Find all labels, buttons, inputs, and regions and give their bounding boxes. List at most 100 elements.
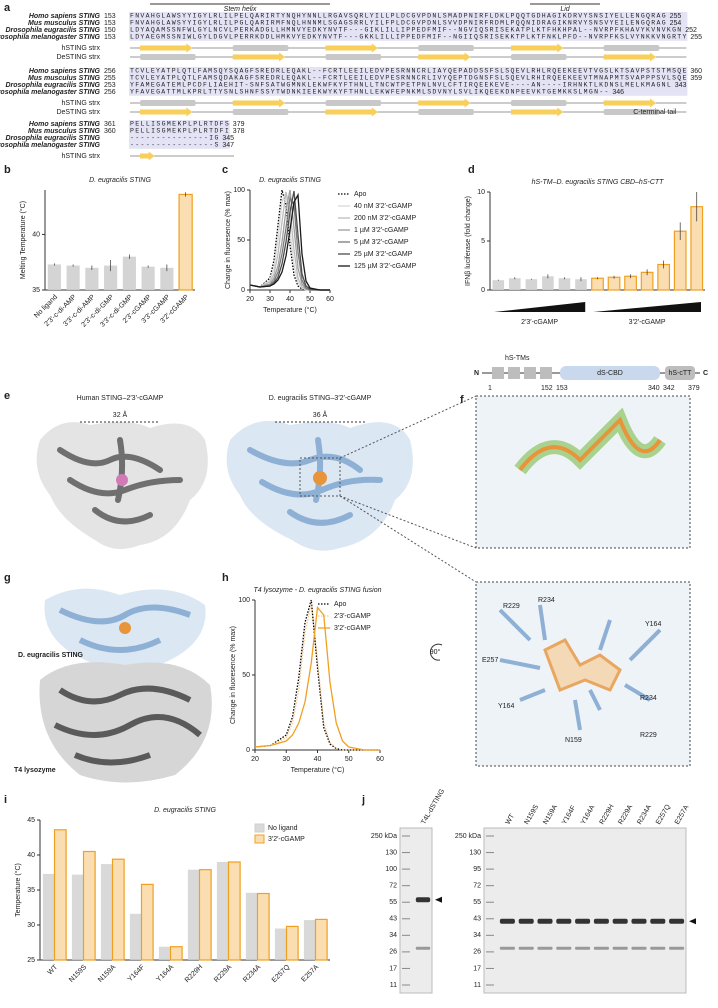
bar xyxy=(178,193,193,291)
x-tick-label: 50 xyxy=(306,296,314,303)
position: 342 xyxy=(663,385,675,392)
legend-label: 2′3′-cGAMP xyxy=(334,613,371,620)
x-axis-label: Temperature (°C) xyxy=(263,306,317,314)
protein-band xyxy=(669,918,685,924)
lane-label: R229A xyxy=(617,804,634,826)
lane-label: Y164F xyxy=(561,805,577,826)
bar xyxy=(187,869,200,960)
helix xyxy=(325,54,382,60)
protein-band xyxy=(499,918,515,924)
alignment-shade xyxy=(129,120,230,149)
seq-start: 256 xyxy=(104,89,116,96)
helix xyxy=(603,109,660,115)
legend-label: 3′2′-cGAMP xyxy=(334,625,371,632)
bar xyxy=(169,946,183,961)
series-line xyxy=(254,605,380,751)
marker-label: 34 xyxy=(473,932,481,939)
zoom-line xyxy=(339,395,477,459)
helix xyxy=(140,54,196,60)
bar xyxy=(47,264,61,290)
protein-band xyxy=(518,918,534,924)
residue: N159 xyxy=(565,737,582,744)
sequence: PELLISGMEKPLPLRTDFI xyxy=(130,128,229,135)
protein-band xyxy=(556,918,572,924)
human-structure xyxy=(36,422,208,549)
alignment-shade xyxy=(129,67,688,96)
species-name: Mus musculus STING xyxy=(28,20,101,27)
sequence: TCVLEYATPLQTLFAMSQDAKAGFSREDRLEQAKL--FCR… xyxy=(130,75,686,82)
seq-end: 346 xyxy=(612,89,624,96)
lane-label: R234A xyxy=(636,804,653,826)
gel xyxy=(399,827,433,994)
x-tick-label: 30 xyxy=(282,756,290,763)
y-tick-label: 45 xyxy=(27,817,35,824)
strand xyxy=(603,52,657,62)
legend-label: 5 µM 3′2′-cGAMP xyxy=(354,239,409,246)
bar xyxy=(129,913,142,960)
species-name: Homo sapiens STING xyxy=(29,68,101,75)
legend-label: 200 nM 3′2′-cGAMP xyxy=(354,215,416,222)
bar xyxy=(509,278,521,290)
lane-label: WT xyxy=(505,812,517,826)
bar xyxy=(256,892,270,961)
legend-label: 125 µM 3′2′-cGAMP xyxy=(354,263,417,270)
region-label: Lid xyxy=(560,6,570,13)
marker-label: 34 xyxy=(389,932,397,939)
helix xyxy=(603,45,660,51)
legend-label: 40 nM 3′2′-cGAMP xyxy=(354,203,413,210)
species-name: Drosophila eugracilis STING xyxy=(5,27,100,34)
position: 152 xyxy=(541,385,553,392)
residue: R234 xyxy=(640,695,657,702)
sequence: FNVAHGLAWSYYIGYLRLILPELQARIRTYNQHYNNLLRG… xyxy=(130,13,666,20)
sequence: ----------------S xyxy=(130,142,218,149)
seq-start: 361 xyxy=(104,121,116,128)
helix xyxy=(325,100,382,106)
strand xyxy=(325,107,378,117)
y-axis-label: Temperature (°C) xyxy=(14,863,22,917)
width-label: 32 Å xyxy=(113,410,128,419)
bar xyxy=(303,920,316,960)
strand xyxy=(140,151,155,161)
tm xyxy=(492,367,504,379)
alignment-shade xyxy=(129,12,688,41)
marker-label: 26 xyxy=(389,949,397,956)
helix xyxy=(510,100,567,106)
protein-band xyxy=(415,897,431,903)
sequence: TCVLEYATPLQTLFAMSQYSQAGFSREDRLEQAKL--FCR… xyxy=(130,68,686,75)
y-tick-label: 5 xyxy=(481,238,485,245)
y-tick-label: 0 xyxy=(241,287,245,294)
bar xyxy=(66,265,80,290)
ligand xyxy=(543,638,622,692)
bar xyxy=(575,279,587,290)
chart-title: hS-TM–D. eugracilis STING CBD–hS-CTT xyxy=(532,179,665,186)
y-tick-label: 0 xyxy=(246,747,250,754)
panel-label: a xyxy=(4,2,11,14)
panel-label: f xyxy=(460,394,464,406)
legend-swatch xyxy=(254,834,265,844)
seq-end: 359 xyxy=(690,75,702,82)
y-axis-label: Change in fluoresence (% max) xyxy=(225,191,232,289)
chart-title: T4 lysozyme - D. eugracilis STING fusion xyxy=(254,587,382,594)
domain-label: hS-cTT xyxy=(669,370,693,377)
y-tick-label: 100 xyxy=(238,597,250,604)
bar xyxy=(216,862,229,960)
y-tick-label: 40 xyxy=(27,852,35,859)
protein-band xyxy=(650,918,666,924)
bar xyxy=(525,279,538,290)
domain xyxy=(665,366,695,380)
rotation-arrow xyxy=(429,643,443,661)
x-tick-label: 30 xyxy=(266,296,274,303)
legend-label: 25 µM 3′2′-cGAMP xyxy=(354,251,413,258)
seq-start: 256 xyxy=(104,68,116,75)
series-line xyxy=(249,189,330,291)
strand xyxy=(140,43,193,53)
zoom-line xyxy=(339,495,477,583)
marker-label: 130 xyxy=(469,849,481,856)
gel xyxy=(483,827,687,994)
bar xyxy=(274,928,287,960)
structure-title: D. eugracilis STING–3′2′-cGAMP xyxy=(269,395,372,402)
faint-band xyxy=(537,946,553,950)
panel-label: c xyxy=(222,164,228,176)
y-axis-label: IFNβ luciferase (fold change) xyxy=(465,196,472,286)
